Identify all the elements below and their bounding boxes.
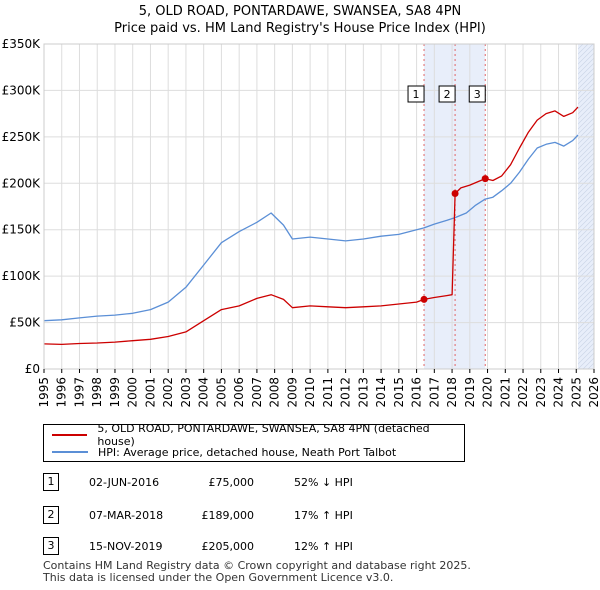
- transaction-date: 15-NOV-2019: [89, 539, 163, 553]
- sale-point: [481, 175, 489, 183]
- footer-copyright: Contains HM Land Registry data © Crown c…: [43, 559, 471, 572]
- y-tick-label: £300K: [2, 83, 42, 97]
- transaction-price: £189,000: [201, 508, 255, 522]
- x-tick-label: 2015: [392, 377, 406, 408]
- x-axis-ticks: 1995 1996 1997 1998 1999 2000 2001 2002 2003 2004…: [37, 369, 600, 408]
- chart-title: 5, OLD ROAD, PONTARDAWE, SWANSEA, SA8 4P…: [138, 4, 462, 19]
- plot-frame: [43, 43, 595, 370]
- x-tick-label: 2020: [481, 377, 495, 408]
- transaction-number: 3: [43, 537, 59, 555]
- sale-label-box: [438, 85, 456, 103]
- transaction-row: 2 07-MAR-2018 £189,000 17% ↑ HPI: [43, 505, 353, 525]
- x-tick-label: 2026: [587, 377, 600, 408]
- x-tick-label: 2025: [569, 377, 583, 408]
- legend-item-hpi: HPI: Average price, detached house, Neat…: [52, 444, 396, 460]
- x-tick-label: 2009: [285, 377, 299, 408]
- legend-swatch-property: [52, 434, 88, 436]
- transaction-number: 1: [43, 473, 59, 491]
- x-tick-label: 2003: [179, 377, 193, 408]
- x-tick-label: 2024: [552, 377, 566, 408]
- y-tick-label: £350K: [2, 37, 42, 51]
- x-tick-label: 2002: [161, 377, 175, 408]
- hatch-line: [578, 147, 595, 165]
- sale-markers-lines: [423, 44, 486, 369]
- hatch-line: [578, 197, 595, 215]
- hatch-line: [578, 307, 595, 325]
- y-tick-label: £250K: [2, 130, 42, 144]
- hatch-line: [578, 302, 595, 320]
- series-line: [43, 106, 579, 346]
- x-tick-label: 2007: [250, 377, 264, 408]
- shaded-regions: [424, 44, 595, 369]
- x-tick-label: 2023: [534, 377, 548, 408]
- footer: Contains HM Land Registry data © Crown c…: [43, 560, 471, 584]
- y-axis-ticks: £0 £50K £100K £150K £200K £250K £300K £350K: [2, 37, 42, 376]
- transaction-hpi: 12% ↑ HPI: [294, 539, 353, 553]
- hatch-line: [578, 202, 595, 220]
- transaction-price: £75,000: [208, 475, 255, 489]
- x-tick-label: 2013: [356, 377, 370, 408]
- x-tick-label: 2017: [427, 377, 441, 408]
- sale-label-box: [468, 85, 486, 103]
- x-tick-label: 2021: [498, 377, 512, 408]
- sale-labels: 1 2 3: [407, 85, 486, 103]
- x-tick-label: 2004: [197, 377, 211, 408]
- x-tick-label: 2010: [303, 377, 317, 408]
- y-tick-label: £200K: [2, 176, 42, 190]
- x-tick-label: 2014: [374, 377, 388, 408]
- sale-label-text: 3: [474, 88, 481, 101]
- y-tick-label: £50K: [9, 316, 41, 330]
- x-tick-label: 2012: [339, 377, 353, 408]
- sale-label-box: [407, 85, 425, 103]
- y-tick-label: £0: [25, 362, 40, 376]
- y-tick-label: £150K: [2, 223, 42, 237]
- legend-item-property: 5, OLD ROAD, PONTARDAWE, SWANSEA, SA8 4P…: [52, 422, 464, 448]
- x-tick-label: 2019: [463, 377, 477, 408]
- transaction-number: 2: [43, 506, 59, 524]
- x-tick-label: 1996: [55, 377, 69, 408]
- x-tick-label: 1999: [108, 377, 122, 408]
- transaction-date: 07-MAR-2018: [89, 508, 164, 522]
- sale-point: [451, 190, 459, 197]
- transaction-date: 02-JUN-2016: [89, 475, 160, 489]
- transaction-row: 1 02-JUN-2016 £75,000 52% ↓ HPI: [43, 472, 353, 492]
- x-tick-label: 2011: [321, 377, 335, 408]
- transaction-hpi: 52% ↓ HPI: [294, 475, 353, 489]
- hatch-line: [578, 192, 595, 210]
- x-tick-label: 2001: [143, 377, 157, 408]
- hatch-line: [578, 92, 595, 110]
- footer-license: This data is licensed under the Open Gov…: [43, 571, 394, 584]
- x-tick-label: 1998: [90, 377, 104, 408]
- grid-lines: [43, 43, 595, 370]
- legend-label-hpi: HPI: Average price, detached house, Neat…: [98, 445, 397, 459]
- sale-points: [420, 175, 489, 303]
- x-tick-label: 2000: [126, 377, 140, 408]
- hatch-line: [578, 312, 595, 330]
- x-tick-label: 1997: [72, 377, 86, 408]
- x-tick-label: 2016: [410, 377, 424, 408]
- hatch-line: [578, 82, 595, 100]
- chart-subtitle: Price paid vs. HM Land Registry's House …: [114, 21, 486, 36]
- y-tick-label: £100K: [2, 269, 42, 283]
- hatch-line: [578, 87, 595, 105]
- sale-label-text: 1: [413, 88, 420, 101]
- transaction-price: £205,000: [201, 539, 255, 553]
- series-line: [43, 134, 579, 322]
- price-chart: 1 2 3 £0 £50K £100K £150K £200K £250K £300K £350K…: [2, 37, 600, 408]
- x-tick-label: 2008: [268, 377, 282, 408]
- sale-label-text: 2: [444, 88, 451, 101]
- legend-label-property: 5, OLD ROAD, PONTARDAWE, SWANSEA, SA8 4P…: [97, 422, 430, 448]
- x-tick-label: 2022: [516, 377, 530, 408]
- x-tick-label: 2006: [232, 377, 246, 408]
- x-tick-label: 2005: [214, 377, 228, 408]
- sale-point: [420, 295, 428, 303]
- transaction-row: 3 15-NOV-2019 £205,000 12% ↑ HPI: [43, 536, 353, 556]
- x-tick-label: 2018: [445, 377, 459, 408]
- legend: 5, OLD ROAD, PONTARDAWE, SWANSEA, SA8 4P…: [43, 422, 465, 462]
- x-tick-label: 1995: [37, 377, 51, 408]
- legend-swatch-hpi: [52, 451, 88, 453]
- series-lines: [43, 106, 579, 346]
- transaction-hpi: 17% ↑ HPI: [294, 508, 353, 522]
